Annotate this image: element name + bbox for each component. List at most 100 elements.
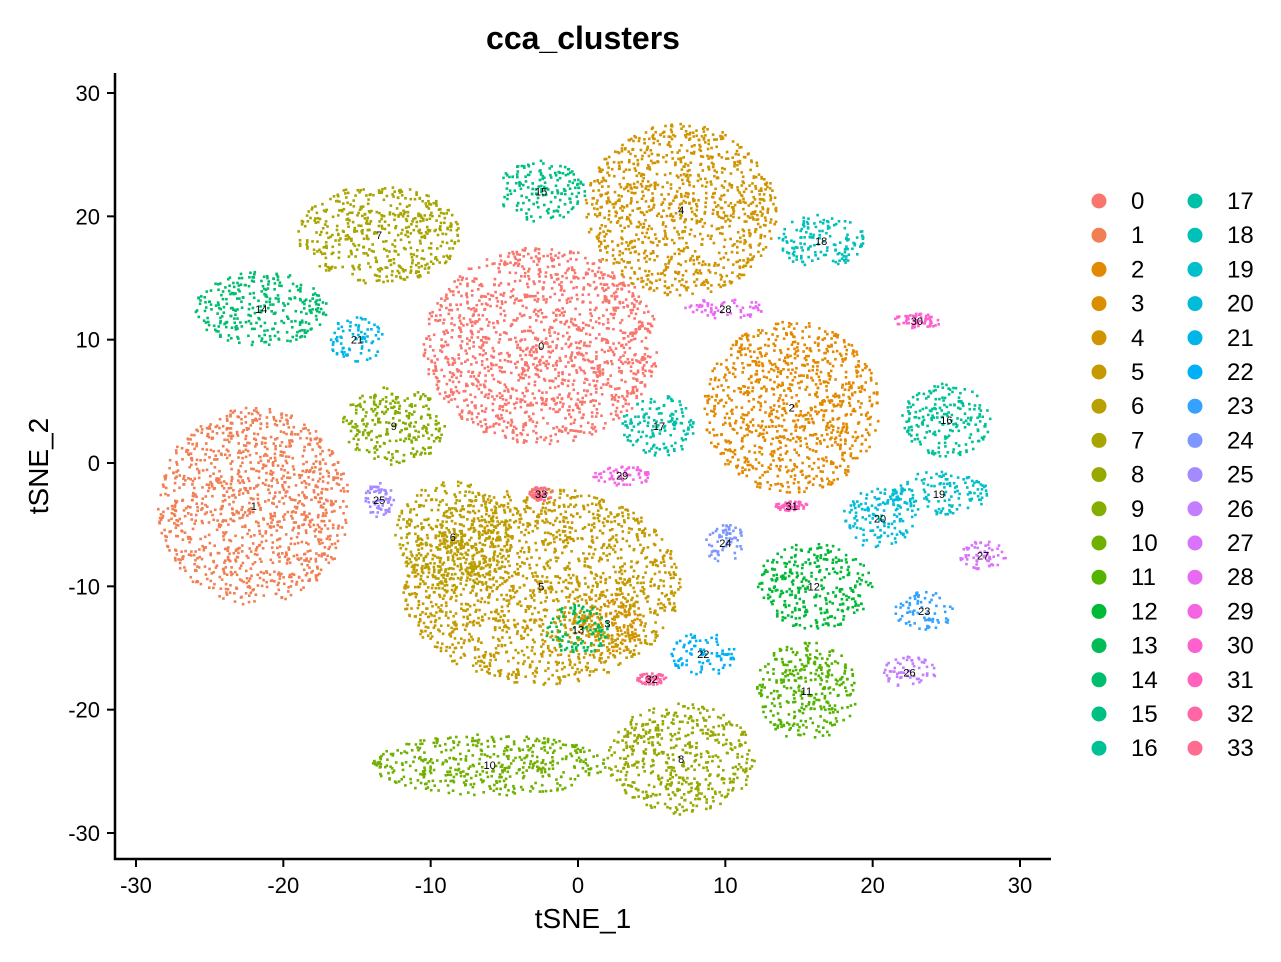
data-point xyxy=(302,427,305,430)
data-point xyxy=(161,483,165,486)
data-point xyxy=(705,413,709,416)
data-point xyxy=(751,216,754,219)
data-point xyxy=(485,258,489,261)
data-point xyxy=(573,418,577,422)
data-point xyxy=(724,421,727,425)
data-point xyxy=(171,507,174,511)
data-point xyxy=(510,545,513,549)
data-point xyxy=(600,339,604,342)
data-point xyxy=(784,356,787,359)
data-point xyxy=(489,304,492,308)
data-point xyxy=(264,441,267,445)
data-point xyxy=(185,448,188,452)
data-point xyxy=(747,425,750,429)
data-point xyxy=(276,538,279,542)
data-point xyxy=(755,362,758,365)
data-point xyxy=(316,485,319,489)
data-point xyxy=(307,483,311,486)
data-point xyxy=(742,190,746,194)
data-point xyxy=(470,417,474,421)
data-point xyxy=(563,310,566,314)
data-point xyxy=(600,651,604,655)
data-point xyxy=(292,573,296,576)
data-point xyxy=(812,359,815,363)
data-point xyxy=(283,469,286,472)
data-point xyxy=(774,208,777,211)
data-point xyxy=(488,320,491,324)
data-point xyxy=(762,436,765,439)
data-point xyxy=(651,161,655,165)
data-point xyxy=(572,620,575,623)
data-point xyxy=(574,403,578,407)
data-point xyxy=(532,260,536,263)
data-point xyxy=(841,451,844,455)
data-point xyxy=(484,423,488,426)
data-point xyxy=(498,392,502,395)
data-point xyxy=(684,130,688,133)
data-point xyxy=(576,406,579,410)
data-point xyxy=(443,332,446,336)
data-point xyxy=(841,457,844,461)
data-point xyxy=(771,420,774,424)
data-point xyxy=(601,168,604,172)
data-point xyxy=(833,395,837,399)
data-point xyxy=(581,416,585,419)
data-point xyxy=(248,547,251,550)
data-point xyxy=(292,526,296,530)
data-point xyxy=(620,147,624,150)
data-point xyxy=(161,516,164,520)
data-point xyxy=(766,207,770,211)
data-point xyxy=(519,517,523,521)
data-point xyxy=(319,452,322,456)
data-point xyxy=(623,226,626,230)
data-point xyxy=(636,200,639,204)
data-point xyxy=(754,187,758,190)
data-point xyxy=(481,409,484,413)
data-point xyxy=(487,337,491,341)
data-point xyxy=(615,598,618,601)
data-point xyxy=(585,351,588,355)
data-point xyxy=(281,464,285,468)
data-point xyxy=(257,524,261,528)
data-point xyxy=(232,489,235,492)
data-point xyxy=(806,445,809,449)
data-point xyxy=(716,204,720,207)
data-point xyxy=(485,430,488,433)
data-point xyxy=(536,368,540,372)
data-point xyxy=(465,295,469,299)
data-point xyxy=(799,410,803,413)
data-point xyxy=(521,626,525,629)
data-point xyxy=(865,365,868,368)
data-point xyxy=(751,424,755,427)
data-point xyxy=(635,174,639,178)
data-point xyxy=(466,323,469,326)
data-point xyxy=(241,602,245,606)
data-point xyxy=(692,199,695,203)
data-point xyxy=(483,395,487,398)
data-point xyxy=(751,386,755,389)
data-point xyxy=(286,559,289,562)
data-point xyxy=(235,430,239,434)
data-point xyxy=(534,255,538,258)
data-point xyxy=(596,367,600,371)
data-point xyxy=(704,134,707,137)
data-point xyxy=(774,425,778,428)
data-point xyxy=(749,355,753,359)
data-point xyxy=(445,583,449,587)
data-point xyxy=(500,417,504,420)
data-point xyxy=(509,295,512,299)
data-point xyxy=(228,538,231,542)
data-point xyxy=(740,353,743,357)
data-point xyxy=(601,276,605,280)
data-point xyxy=(679,263,683,267)
data-point xyxy=(742,273,746,277)
data-point xyxy=(441,345,444,349)
data-point xyxy=(487,324,490,327)
data-point xyxy=(704,141,707,144)
data-point xyxy=(246,441,249,445)
data-point xyxy=(612,342,615,345)
data-point xyxy=(556,308,559,311)
data-point xyxy=(731,343,735,347)
data-point xyxy=(747,334,750,337)
data-point xyxy=(523,295,527,299)
